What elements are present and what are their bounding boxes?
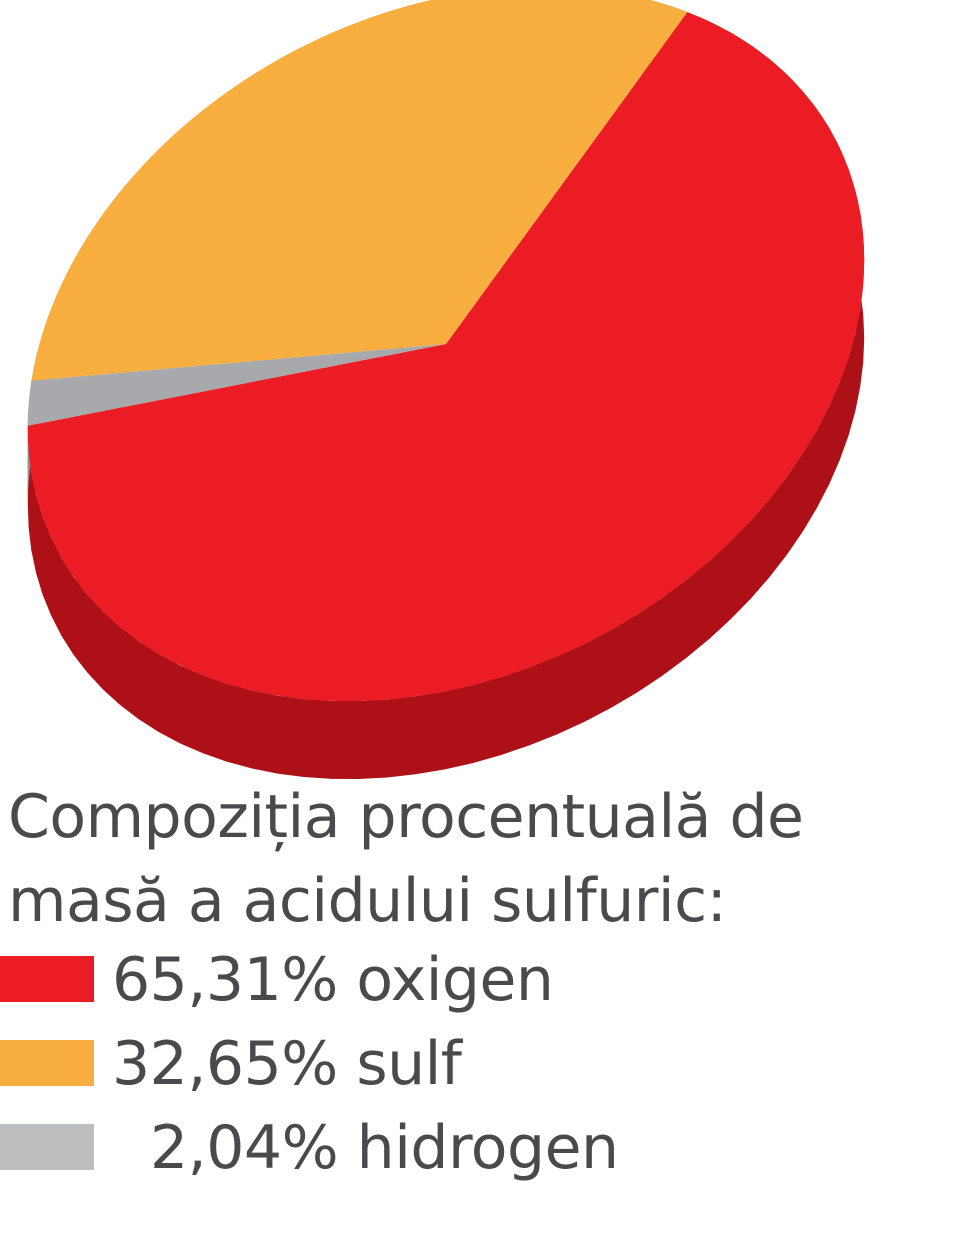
legend-item-sulf: 32,65% sulf: [0, 1029, 960, 1116]
legend-label-oxigen: 65,31% oxigen: [112, 945, 554, 1015]
pie-slice-hidrogen: [27, 344, 447, 426]
legend-item-hidrogen: 2,04% hidrogen: [0, 1113, 960, 1200]
pie-chart-svg: [27, 0, 865, 780]
chart-title: Compoziția procentuală de masă a acidulu…: [8, 782, 804, 936]
pie-slice-oxigen: [27, 12, 865, 702]
legend-item-oxigen: 65,31% oxigen: [0, 945, 960, 1032]
legend-swatch-oxigen: [0, 956, 94, 1002]
legend-label-sulf: 32,65% sulf: [112, 1029, 462, 1099]
legend-swatch-sulf: [0, 1040, 94, 1086]
pie-chart: [27, 0, 865, 780]
pie-slice-sulf: [31, 0, 688, 381]
legend-swatch-hidrogen: [0, 1124, 94, 1170]
legend-label-hidrogen: 2,04% hidrogen: [150, 1113, 619, 1183]
